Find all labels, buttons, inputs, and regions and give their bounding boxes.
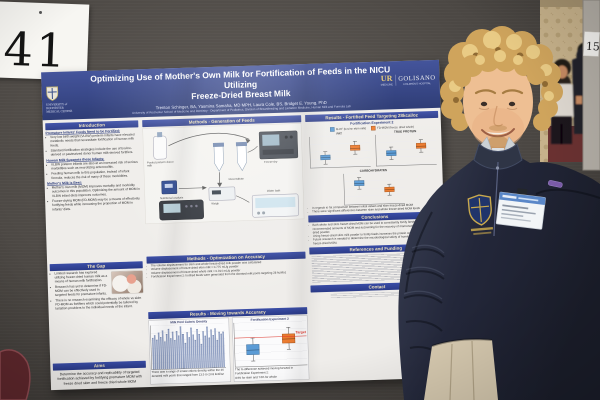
research-poster: UNIVERSITY of ROCHESTER MEDICAL CENTER O… bbox=[41, 59, 449, 391]
presenter bbox=[398, 26, 600, 400]
shoulder-pin bbox=[548, 180, 563, 188]
methods-diagram: Pooled preterm donor milk Freeze-dry Wei… bbox=[142, 123, 305, 225]
sign-15-number: 15 bbox=[586, 40, 600, 54]
presenter-smile bbox=[481, 128, 515, 138]
name-badge bbox=[495, 188, 546, 230]
adjacent-poster-board-edge bbox=[582, 0, 600, 171]
sign-15: 15 bbox=[583, 31, 600, 57]
poster-header: UNIVERSITY of ROCHESTER MEDICAL CENTER O… bbox=[41, 59, 441, 121]
presenter-nose bbox=[493, 105, 504, 127]
ur-shield-icon bbox=[46, 86, 59, 101]
crest-patch bbox=[467, 194, 494, 235]
presenter-eyebrows bbox=[474, 89, 497, 95]
zipper-pull bbox=[495, 166, 500, 170]
scale-icon bbox=[208, 186, 236, 201]
presenter-goatee bbox=[487, 136, 509, 150]
chair-back bbox=[0, 349, 31, 400]
ur-medical-center-logo: UNIVERSITY of ROCHESTER MEDICAL CENTER bbox=[46, 85, 89, 115]
background-hallway: 15 bbox=[540, 0, 600, 171]
presenter-face bbox=[453, 48, 545, 150]
presenter-sweater bbox=[398, 156, 600, 400]
methods-diagram-figure bbox=[153, 130, 299, 221]
milk-bottle-cap bbox=[157, 132, 163, 138]
sweater-collar bbox=[473, 143, 523, 170]
poster-column-methods: Methods - Generation of Feeds bbox=[142, 114, 310, 385]
presenter-eyes bbox=[478, 101, 518, 110]
presenter-pants bbox=[424, 338, 498, 400]
